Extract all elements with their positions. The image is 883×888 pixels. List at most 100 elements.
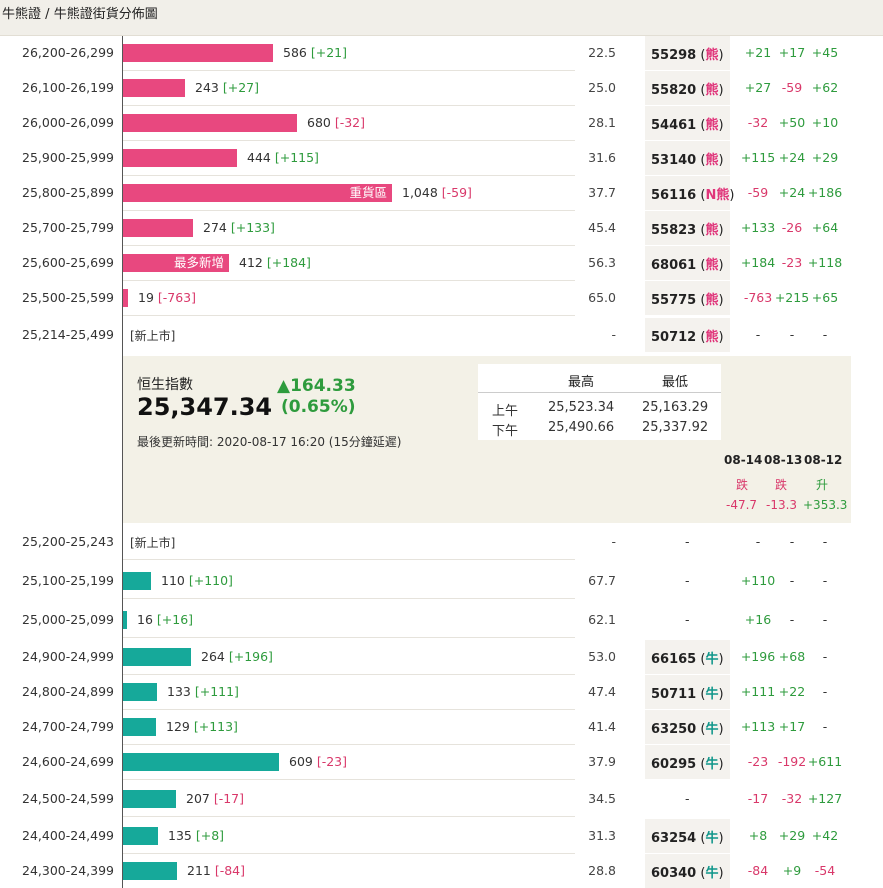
breadcrumb-parent-link[interactable]: 牛熊證	[2, 7, 42, 22]
daily-change-3: +186	[807, 185, 843, 200]
paren-open: (	[696, 48, 706, 63]
daily-change-3: -	[822, 719, 828, 734]
warrant-code[interactable]: 60295 (牛)	[651, 753, 724, 772]
outstanding-change: [-763]	[157, 290, 197, 305]
daily-change-1: -	[755, 534, 761, 549]
bear-bar[interactable]: 重貨區	[123, 184, 392, 202]
warrant-code[interactable]: 68061 (熊)	[651, 254, 724, 273]
row-divider	[123, 779, 575, 780]
row-divider	[123, 709, 575, 710]
strike-range: 25,800-25,899	[22, 185, 114, 200]
bull-row: 24,500-24,599 207 [-17] 34.5 - -17 -32 +127	[0, 782, 883, 817]
daily-change-2: +24	[778, 185, 806, 200]
index-change-pct: (0.65%)	[281, 397, 356, 417]
warrant-code[interactable]: 55298 (熊)	[651, 44, 724, 63]
warrant-code[interactable]: 50712 (熊)	[651, 326, 724, 345]
bull-bar[interactable]	[123, 827, 158, 845]
daily-change-2: +24	[778, 150, 806, 165]
warrant-type-tag: 熊	[705, 293, 719, 308]
warrant-code-dash: -	[685, 573, 690, 588]
warrant-type-tag: 熊	[705, 118, 719, 133]
bar-value-label: 19 [-763]	[138, 290, 196, 305]
high-low-table: 最高 最低 上午 25,523.34 25,163.29 下午 25,490.6…	[478, 364, 721, 440]
bar-value-label: 444 [+115]	[247, 150, 319, 165]
warrant-code[interactable]: 56116 (N熊)	[651, 184, 734, 203]
row-divider	[123, 245, 575, 246]
bear-bar[interactable]	[123, 289, 128, 307]
bear-bar[interactable]	[123, 44, 273, 62]
ratio-value: 25.0	[588, 80, 616, 95]
outstanding-change: [-23]	[316, 754, 348, 769]
warrant-code-number: 68061	[651, 258, 697, 273]
warrant-code-number: 50711	[651, 687, 697, 702]
warrant-code-box	[645, 710, 730, 744]
bear-bar[interactable]: 最多新增	[123, 254, 229, 272]
bear-row: 25,700-25,799 274 [+133] 45.4 55823 (熊) +133…	[0, 211, 883, 246]
paren-close: )	[718, 83, 724, 98]
outstanding-value: 129	[166, 719, 194, 734]
warrant-code[interactable]: 66165 (牛)	[651, 648, 724, 667]
bull-bar[interactable]	[123, 718, 156, 736]
warrant-code[interactable]: 50711 (牛)	[651, 683, 724, 702]
am-high: 25,523.34	[548, 400, 615, 415]
bull-bar[interactable]	[123, 753, 279, 771]
daily-change-3: -	[822, 612, 828, 627]
paren-open: (	[696, 831, 706, 846]
row-divider	[123, 853, 575, 854]
warrant-type-tag: 牛	[705, 866, 719, 881]
bear-bar[interactable]	[123, 219, 193, 237]
bear-row: 25,500-25,599 19 [-763] 65.0 55775 (熊) -763 +…	[0, 281, 883, 316]
warrant-code-box	[645, 675, 730, 709]
outstanding-value: 133	[167, 684, 195, 699]
daily-change-1: +27	[744, 80, 772, 95]
ratio-value: 62.1	[588, 612, 616, 627]
bull-bar[interactable]	[123, 611, 127, 629]
bull-bar[interactable]	[123, 648, 191, 666]
row-divider	[123, 70, 575, 71]
bar-value-label: 264 [+196]	[201, 649, 273, 664]
warrant-code[interactable]: 54461 (熊)	[651, 114, 724, 133]
warrant-type-tag: 牛	[705, 722, 719, 737]
bear-row: 25,214-25,499 [新上市] - 50712 (熊) - - -	[0, 318, 883, 352]
bull-bar[interactable]	[123, 683, 157, 701]
warrant-code-box	[645, 854, 730, 888]
warrant-code[interactable]: 55775 (熊)	[651, 289, 724, 308]
warrant-code[interactable]: 63254 (牛)	[651, 827, 724, 846]
warrant-code[interactable]: 63250 (牛)	[651, 718, 724, 737]
outstanding-value: 16	[137, 612, 157, 627]
warrant-type-tag: 牛	[705, 831, 719, 846]
bull-bar[interactable]	[123, 862, 177, 880]
bear-bar[interactable]	[123, 79, 185, 97]
pm-label: 下午	[492, 424, 519, 439]
ratio-value: 28.1	[588, 115, 616, 130]
daily-change-1: -23	[747, 754, 769, 769]
warrant-type-tag: 熊	[705, 153, 719, 168]
warrant-code[interactable]: 53140 (熊)	[651, 149, 724, 168]
warrant-code-dash: -	[685, 534, 690, 549]
bull-bar[interactable]	[123, 572, 151, 590]
daily-change-3: +45	[811, 45, 839, 60]
strike-range: 26,100-26,199	[22, 80, 114, 95]
paren-close: )	[729, 188, 735, 203]
daily-change-2: -192	[777, 754, 807, 769]
daily-change-2: +17	[778, 719, 806, 734]
warrant-code[interactable]: 55820 (熊)	[651, 79, 724, 98]
warrant-code[interactable]: 55823 (熊)	[651, 219, 724, 238]
bull-bar[interactable]	[123, 790, 176, 808]
paren-open: (	[696, 118, 706, 133]
ratio-value: 56.3	[588, 255, 616, 270]
paren-close: )	[718, 831, 724, 846]
bear-bar[interactable]	[123, 114, 297, 132]
paren-close: )	[718, 866, 724, 881]
paren-close: )	[718, 48, 724, 63]
bar-value-label: 135 [+8]	[168, 828, 224, 843]
strike-range: 24,800-24,899	[22, 684, 114, 699]
warrant-code-box	[645, 36, 730, 70]
warrant-code[interactable]: 60340 (牛)	[651, 862, 724, 881]
ratio-value: 31.3	[588, 828, 616, 843]
am-low: 25,163.29	[642, 400, 709, 415]
daily-change-1: +110	[740, 573, 776, 588]
bear-bar[interactable]	[123, 149, 237, 167]
bar-value-label: 609 [-23]	[289, 754, 347, 769]
warrant-code-box	[645, 71, 730, 105]
